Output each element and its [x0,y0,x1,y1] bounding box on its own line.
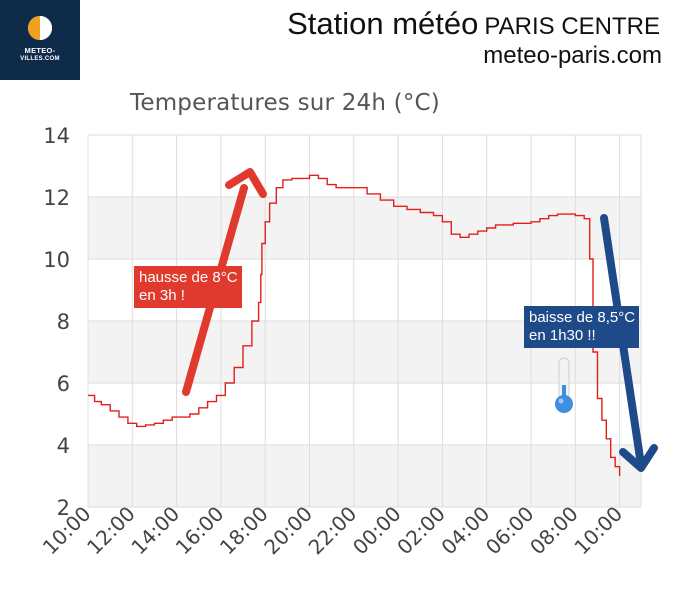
rise-annotation-line2: en 3h ! [139,287,185,304]
station-place: PARIS CENTRE [484,13,660,40]
drop-arrow-head [619,444,658,472]
drop-annotation-line2: en 1h30 !! [529,327,596,344]
y-tick-label: 8 [57,310,70,334]
rise-arrow-head [225,168,267,198]
thermometer-icon [555,357,573,413]
drop-annotation-line1: baisse de 8,5°C [529,309,636,326]
logo-text: METEO- VILLES.COM [0,46,80,64]
y-tick-label: 4 [57,434,70,458]
x-tick-label: 20:00 [259,502,317,560]
sun-moon-logo-icon [28,16,52,40]
x-tick-label: 02:00 [392,502,450,560]
station-header: Station météo PARIS CENTRE [287,6,660,42]
x-tick-label: 08:00 [525,502,583,560]
chart-title: Temperatures sur 24h (°C) [130,90,440,116]
x-tick-label: 10:00 [569,502,627,560]
grid-band [88,445,641,507]
x-tick-label: 06:00 [481,502,539,560]
x-tick-label: 22:00 [304,502,362,560]
y-tick-label: 14 [43,124,70,148]
drop-annotation: baisse de 8,5°C en 1h30 !! [524,306,640,348]
y-tick-label: 10 [43,248,70,272]
x-tick-label: 04:00 [437,502,495,560]
x-tick-label: 18:00 [215,502,273,560]
logo-line2: VILLES.COM [20,56,60,62]
x-tick-label: 14:00 [126,502,184,560]
logo: METEO- VILLES.COM [0,0,80,80]
logo-line1: METEO- [24,46,56,55]
y-tick-label: 6 [57,372,70,396]
thermometer-part [558,398,564,404]
temperature-line [88,174,621,476]
x-tick-label: 12:00 [82,502,140,560]
x-tick-label: 00:00 [348,502,406,560]
y-tick-label: 2 [57,496,70,520]
site-url: meteo-paris.com [483,42,662,69]
grid-band [88,197,641,259]
rise-annotation: hausse de 8°C en 3h ! [134,266,242,308]
y-tick-label: 12 [43,186,70,210]
x-tick-label: 16:00 [171,502,229,560]
rise-annotation-line1: hausse de 8°C [139,269,238,286]
station-title: Station météo [287,6,479,41]
thermometer-part [555,395,573,413]
